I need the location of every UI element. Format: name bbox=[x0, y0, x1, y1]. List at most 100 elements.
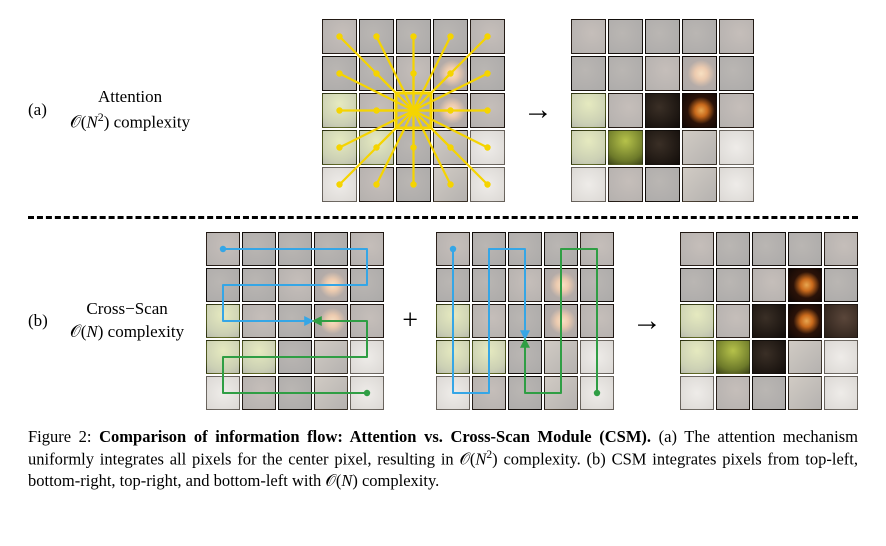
grid-cell bbox=[314, 376, 348, 410]
grid-cell bbox=[206, 232, 240, 266]
grid-cell bbox=[752, 376, 786, 410]
grid-cell bbox=[350, 376, 384, 410]
grid-cell bbox=[580, 232, 614, 266]
grid-cell bbox=[571, 93, 606, 128]
grid-b-3 bbox=[680, 232, 858, 410]
grid-cell bbox=[719, 93, 754, 128]
grid-cell bbox=[278, 268, 312, 302]
grid-cell bbox=[719, 19, 754, 54]
grid-cell bbox=[680, 376, 714, 410]
grid-cell bbox=[645, 56, 680, 91]
grid-cell bbox=[322, 56, 357, 91]
caption-figlabel: Figure 2: bbox=[28, 427, 92, 446]
panel-a-tag: (a) bbox=[28, 100, 56, 120]
panel-b-tag: (b) bbox=[28, 311, 56, 331]
grid-cell bbox=[359, 19, 394, 54]
grid-cell bbox=[359, 93, 394, 128]
grid-cell bbox=[824, 304, 858, 338]
panel-b-label: (b) Cross−Scan 𝒪(N) complexity bbox=[28, 298, 206, 344]
grid-cell bbox=[350, 268, 384, 302]
grid-a-left bbox=[322, 19, 505, 202]
grid-cell bbox=[544, 268, 578, 302]
grid-cell bbox=[680, 268, 714, 302]
grid-cell bbox=[396, 56, 431, 91]
grid-cell bbox=[788, 268, 822, 302]
grid-cell bbox=[472, 232, 506, 266]
panel-a-diagrams: → bbox=[218, 19, 858, 202]
grid-cell bbox=[314, 232, 348, 266]
grid-cell bbox=[680, 232, 714, 266]
grid-cell bbox=[752, 304, 786, 338]
grid-cell bbox=[508, 232, 542, 266]
grid-cell bbox=[433, 130, 468, 165]
grid-cell bbox=[824, 232, 858, 266]
grid-cell bbox=[682, 130, 717, 165]
figure-2: (a) Attention 𝒪(N2) complexity → (b) bbox=[0, 0, 886, 546]
grid-cell bbox=[322, 167, 357, 202]
grid-cell bbox=[206, 304, 240, 338]
panel-b: (b) Cross−Scan 𝒪(N) complexity + → bbox=[28, 223, 858, 418]
grid-cell bbox=[571, 19, 606, 54]
grid-cell bbox=[824, 340, 858, 374]
grid-cell bbox=[580, 304, 614, 338]
grid-cell bbox=[470, 56, 505, 91]
grid-cell bbox=[716, 232, 750, 266]
panel-b-diagrams: + → bbox=[206, 232, 858, 410]
grid-cell bbox=[396, 93, 431, 128]
grid-cell bbox=[716, 376, 750, 410]
grid-cell bbox=[571, 130, 606, 165]
grid-cell bbox=[580, 376, 614, 410]
panel-a: (a) Attention 𝒪(N2) complexity → bbox=[28, 10, 858, 210]
grid-cell bbox=[716, 268, 750, 302]
grid-cell bbox=[645, 93, 680, 128]
grid-cell bbox=[436, 232, 470, 266]
grid-cell bbox=[436, 268, 470, 302]
grid-cell bbox=[314, 304, 348, 338]
grid-cell bbox=[719, 167, 754, 202]
grid-cell bbox=[350, 340, 384, 374]
grid-cell bbox=[278, 376, 312, 410]
grid-cell bbox=[242, 304, 276, 338]
grid-cell bbox=[571, 167, 606, 202]
grid-cell bbox=[788, 304, 822, 338]
grid-cell bbox=[508, 376, 542, 410]
arrow-icon: → bbox=[632, 306, 662, 336]
grid-cell bbox=[322, 93, 357, 128]
grid-cell bbox=[278, 304, 312, 338]
grid-cell bbox=[571, 56, 606, 91]
grid-cell bbox=[788, 340, 822, 374]
grid-cell bbox=[242, 268, 276, 302]
grid-cell bbox=[608, 56, 643, 91]
grid-cell bbox=[508, 340, 542, 374]
panel-divider bbox=[28, 216, 858, 219]
grid-cell bbox=[436, 376, 470, 410]
grid-cell bbox=[206, 268, 240, 302]
grid-cell bbox=[719, 130, 754, 165]
grid-cell bbox=[645, 167, 680, 202]
grid-cell bbox=[716, 340, 750, 374]
panel-a-label: (a) Attention 𝒪(N2) complexity bbox=[28, 86, 218, 135]
grid-cell bbox=[472, 376, 506, 410]
grid-cell bbox=[508, 268, 542, 302]
grid-cell bbox=[433, 167, 468, 202]
grid-cell bbox=[608, 167, 643, 202]
grid-cell bbox=[322, 130, 357, 165]
panel-b-text: Cross−Scan 𝒪(N) complexity bbox=[70, 298, 184, 344]
grid-cell bbox=[544, 304, 578, 338]
panel-a-complexity: 𝒪(N2) complexity bbox=[70, 109, 190, 135]
grid-cell bbox=[242, 376, 276, 410]
panel-a-title: Attention bbox=[70, 86, 190, 109]
grid-cell bbox=[752, 232, 786, 266]
grid-cell bbox=[788, 376, 822, 410]
grid-cell bbox=[824, 376, 858, 410]
grid-cell bbox=[682, 19, 717, 54]
grid-b-1 bbox=[206, 232, 384, 410]
grid-a-right bbox=[571, 19, 754, 202]
grid-cell bbox=[608, 93, 643, 128]
grid-cell bbox=[580, 340, 614, 374]
grid-cell bbox=[682, 56, 717, 91]
grid-cell bbox=[645, 19, 680, 54]
grid-cell bbox=[752, 340, 786, 374]
grid-cell bbox=[242, 232, 276, 266]
grid-cell bbox=[544, 232, 578, 266]
